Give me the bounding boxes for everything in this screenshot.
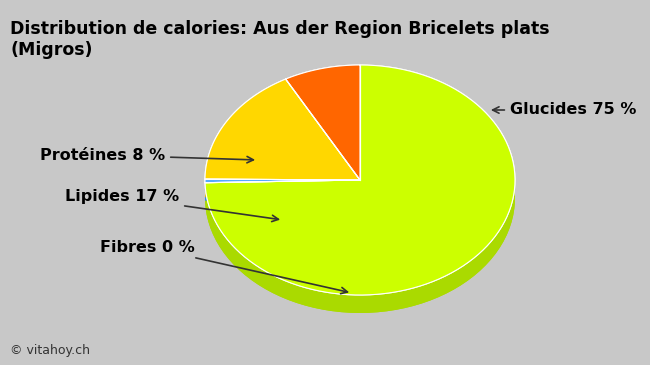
Text: Protéines 8 %: Protéines 8 % [40,147,254,163]
Text: Distribution de calories: Aus der Region Bricelets plats
(Migros): Distribution de calories: Aus der Region… [10,20,550,59]
Polygon shape [205,183,515,313]
Polygon shape [205,179,360,198]
Polygon shape [205,65,515,295]
Polygon shape [205,65,515,295]
Text: Lipides 17 %: Lipides 17 % [65,189,278,222]
Polygon shape [205,79,360,180]
Polygon shape [205,179,360,183]
Polygon shape [205,179,360,198]
Polygon shape [205,180,360,201]
Polygon shape [205,79,360,180]
Polygon shape [205,183,515,313]
Polygon shape [205,179,360,183]
Polygon shape [205,179,360,198]
Text: © vitahoy.ch: © vitahoy.ch [10,344,90,357]
Polygon shape [285,65,360,180]
Polygon shape [285,65,360,180]
Polygon shape [360,180,515,201]
Text: Fibres 0 %: Fibres 0 % [100,239,348,294]
Text: Glucides 75 %: Glucides 75 % [493,103,636,118]
Polygon shape [205,180,360,201]
